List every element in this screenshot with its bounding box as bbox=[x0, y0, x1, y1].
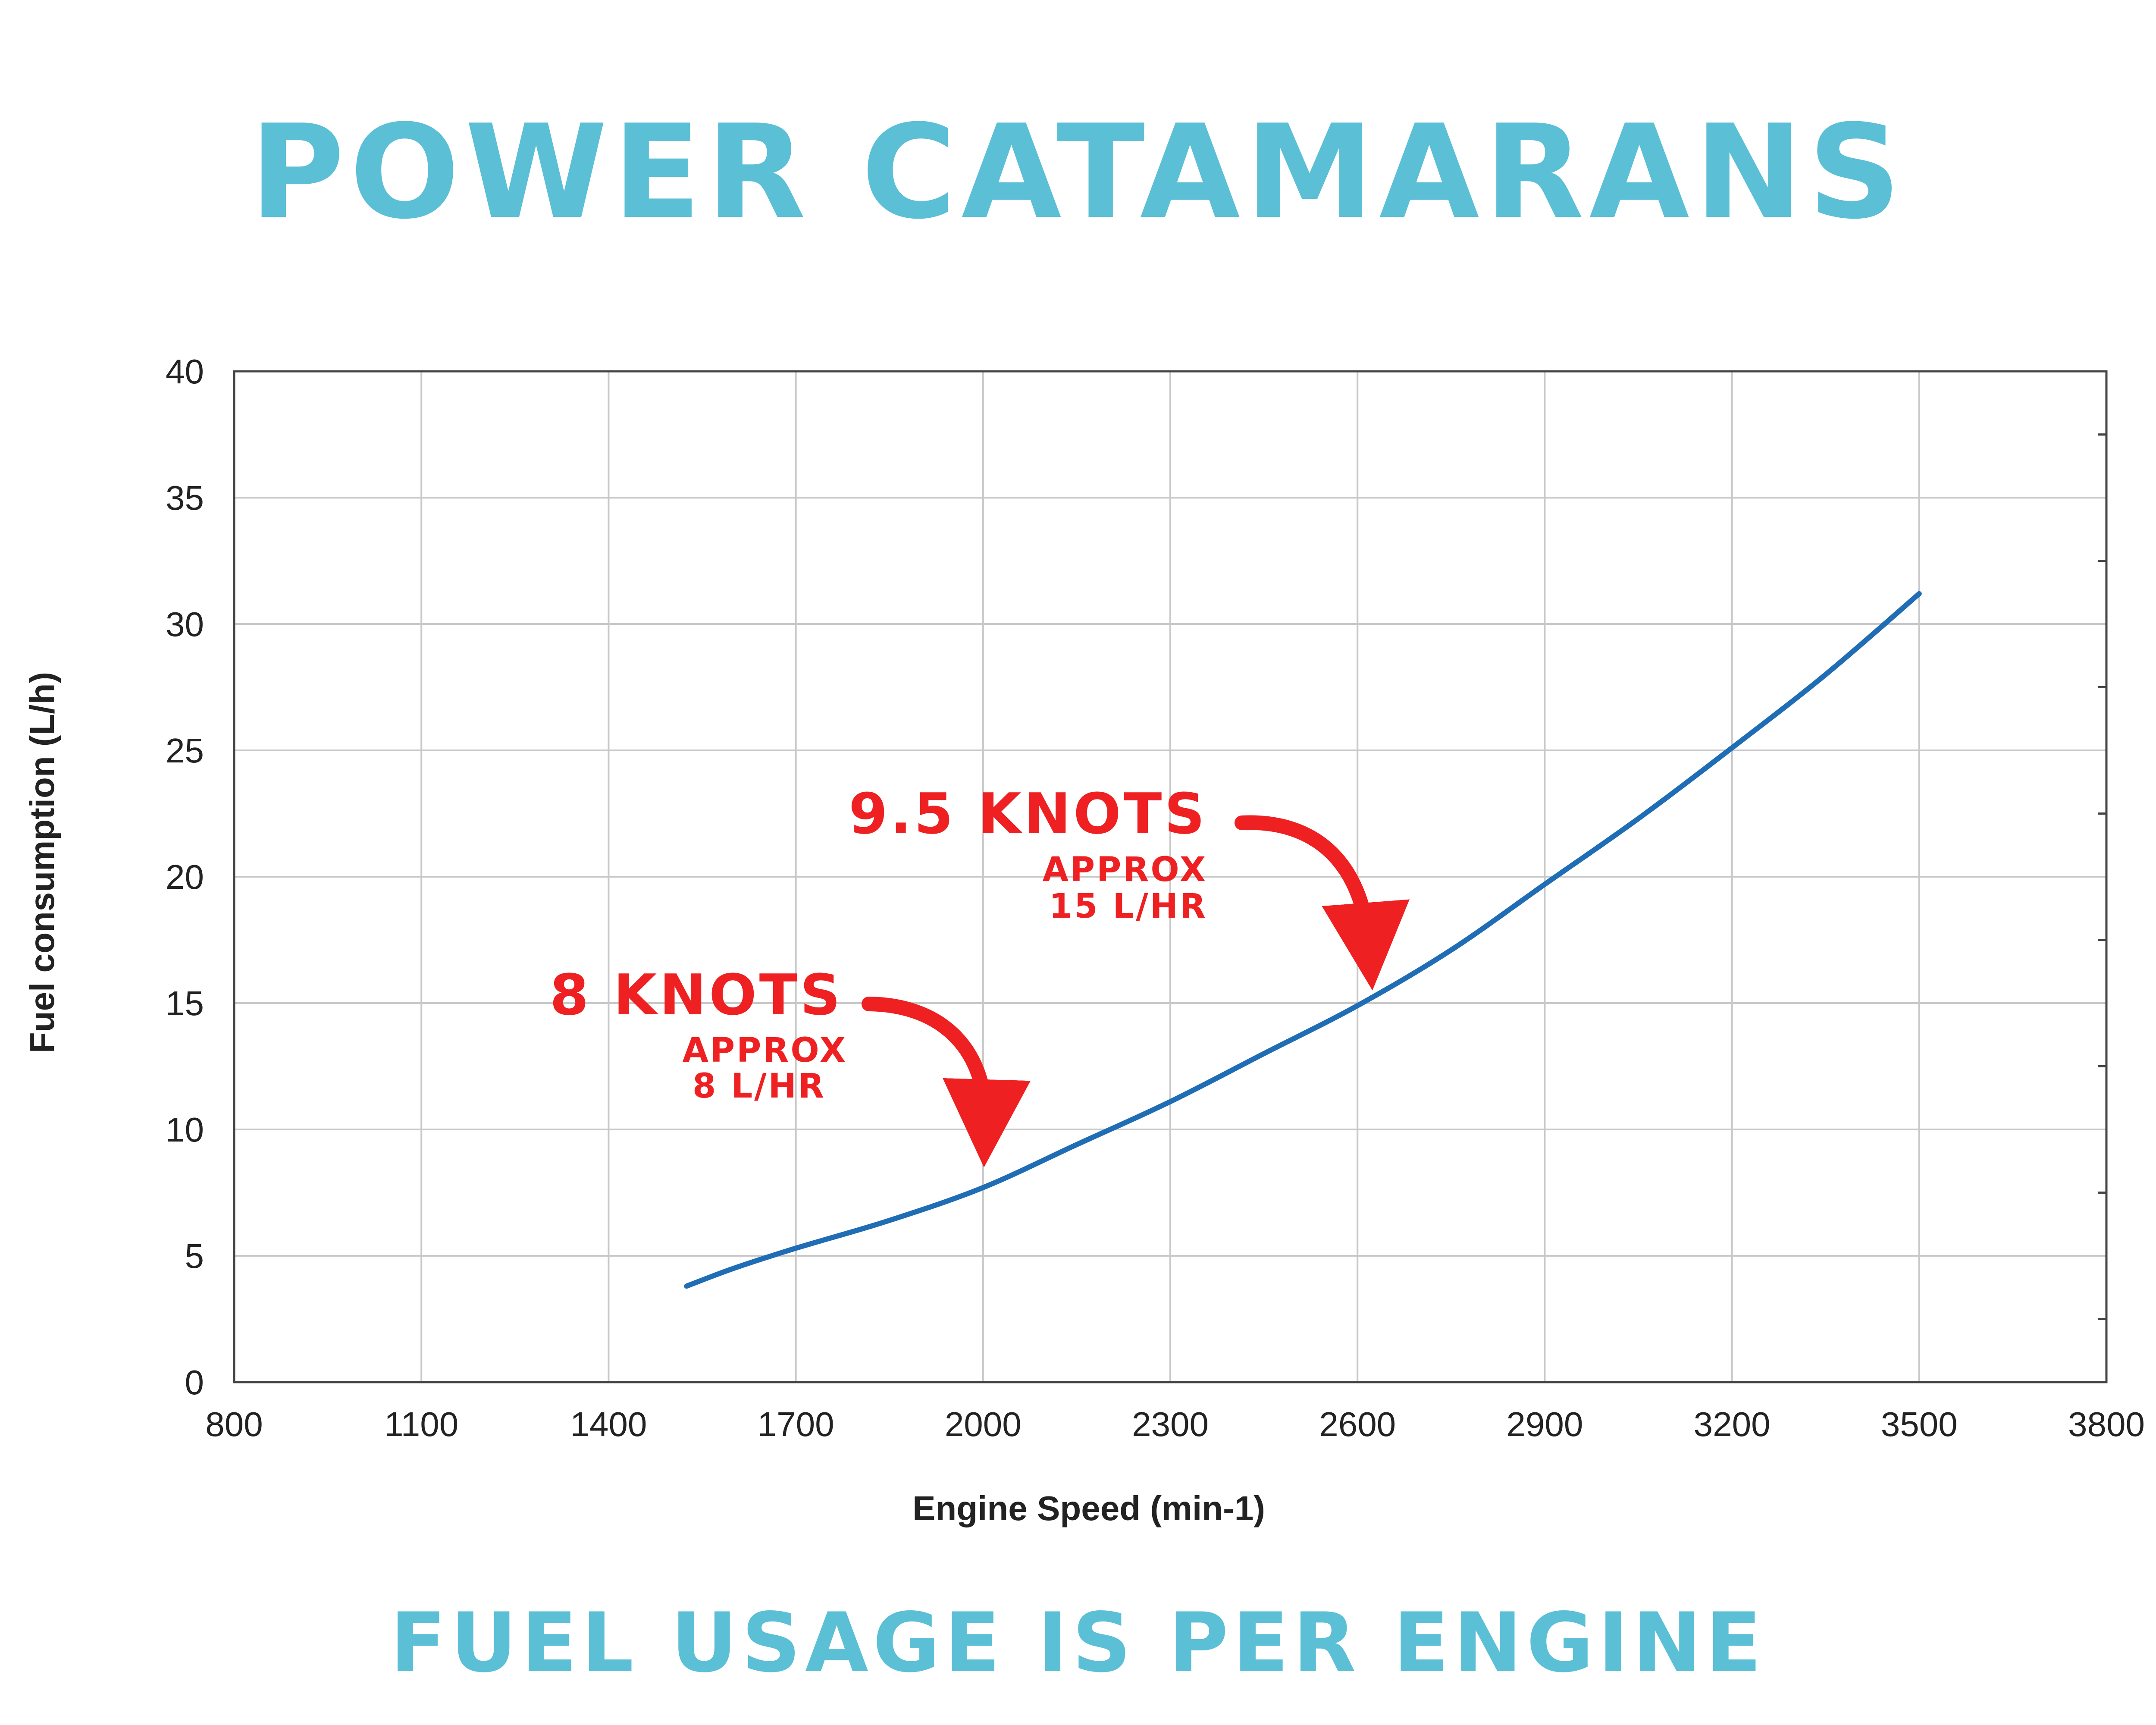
annotation-label: 9.5 KNOTS bbox=[849, 781, 1207, 847]
annotation-8-knots: 8 KNOTS APPROX 8 L/HR bbox=[550, 962, 1031, 1167]
x-tick-label: 2600 bbox=[1319, 1405, 1396, 1443]
y-axis-label: Fuel consumption (L/h) bbox=[23, 672, 61, 1053]
y-tick-label: 15 bbox=[166, 984, 204, 1022]
footer-note: FUEL USAGE IS PER ENGINE bbox=[390, 1595, 1766, 1690]
annotation-approx: APPROX bbox=[683, 1031, 847, 1070]
tick-labels: 800 1100 1400 1700 2000 2300 2600 2900 3200 3500 3… bbox=[166, 352, 2145, 1443]
annotation-9-5-knots: 9.5 KNOTS APPROX 15 L/HR bbox=[849, 781, 1410, 991]
y-tick-label: 0 bbox=[185, 1363, 204, 1402]
x-tick-label: 2300 bbox=[1132, 1405, 1209, 1443]
annotation-arrow bbox=[862, 997, 1031, 1167]
grid-lines bbox=[234, 371, 2106, 1382]
y-tick-label: 30 bbox=[166, 605, 204, 643]
y-tick-label: 20 bbox=[166, 858, 204, 896]
y-tick-label: 35 bbox=[166, 479, 204, 517]
annotation-value: 15 L/HR bbox=[1049, 887, 1207, 926]
x-tick-label: 3800 bbox=[2068, 1405, 2145, 1443]
x-tick-label: 3500 bbox=[1881, 1405, 1958, 1443]
y-tick-label: 40 bbox=[166, 352, 204, 391]
series-line bbox=[684, 591, 1922, 1289]
y-tick-label: 10 bbox=[166, 1110, 204, 1149]
page-title: POWER CATAMARANS bbox=[250, 97, 1906, 248]
x-tick-label: 1700 bbox=[758, 1405, 834, 1443]
y-tick-label: 5 bbox=[185, 1237, 204, 1275]
x-tick-label: 3200 bbox=[1694, 1405, 1771, 1443]
x-axis-label: Engine Speed (min-1) bbox=[912, 1489, 1265, 1527]
plot-border bbox=[233, 370, 2108, 1383]
annotation-value: 8 L/HR bbox=[693, 1067, 826, 1106]
x-tick-label: 2000 bbox=[945, 1405, 1022, 1443]
x-tick-label: 2900 bbox=[1506, 1405, 1583, 1443]
annotation-approx: APPROX bbox=[1043, 850, 1207, 889]
plot-frame bbox=[233, 370, 2108, 1383]
x-tick-label: 1400 bbox=[570, 1405, 647, 1443]
x-tick-label: 800 bbox=[205, 1405, 263, 1443]
annotation-arrow bbox=[1235, 815, 1410, 991]
y-tick-label: 25 bbox=[166, 731, 204, 770]
annotation-label: 8 KNOTS bbox=[550, 962, 843, 1028]
x-tick-label: 1100 bbox=[384, 1405, 458, 1443]
